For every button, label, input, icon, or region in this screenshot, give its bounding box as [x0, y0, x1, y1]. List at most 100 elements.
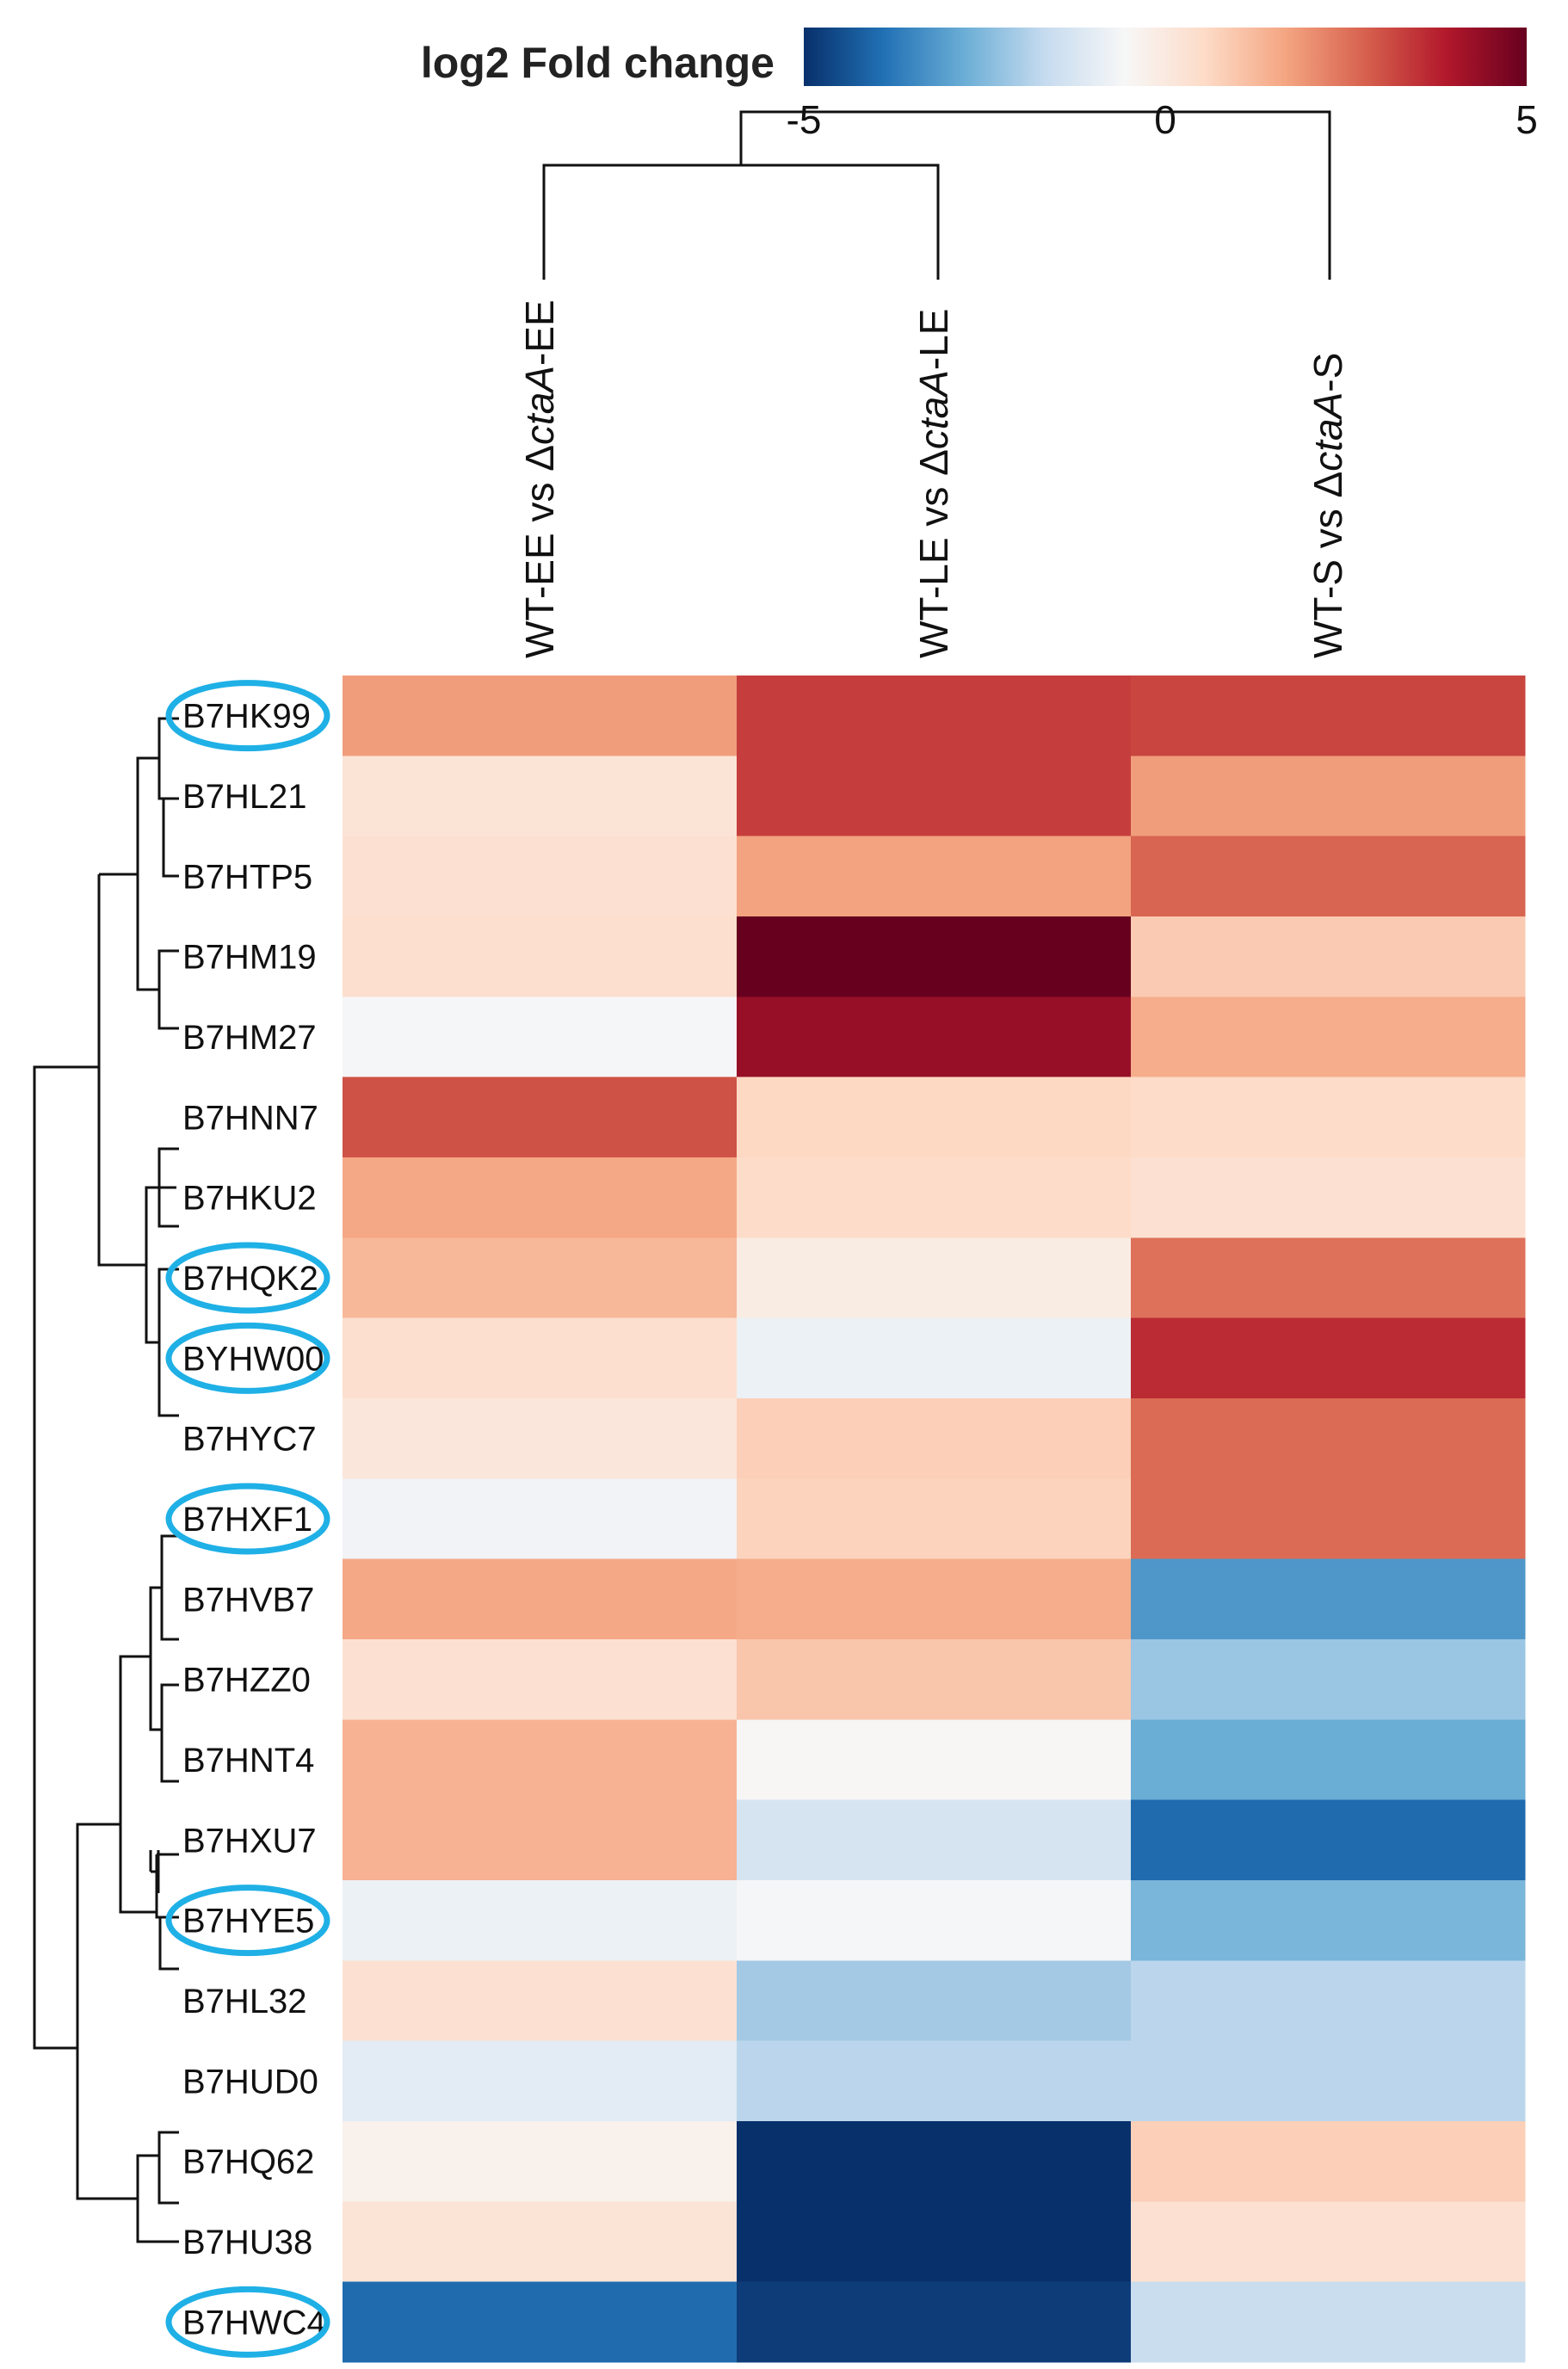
- heatmap-cell: [1131, 2201, 1526, 2283]
- highlight-ring: [165, 1242, 330, 1314]
- row-label: B7HWC4: [182, 2304, 326, 2341]
- heatmap-cell: [1131, 1558, 1526, 1640]
- heatmap-cell: [737, 676, 1132, 756]
- heatmap-cell: [737, 1639, 1132, 1720]
- heatmap-cell: [737, 1799, 1132, 1881]
- heatmap-cell: [343, 1237, 738, 1319]
- heatmap-cell: [1131, 1478, 1526, 1560]
- heatmap-cell: [737, 916, 1132, 997]
- heatmap-cell: [1131, 836, 1526, 917]
- heatmap-cell: [343, 996, 738, 1078]
- row-label: B7HM19: [182, 939, 317, 977]
- heatmap-cell: [1131, 756, 1526, 837]
- heatmap-cell: [1131, 1719, 1526, 1801]
- row-label: B7HXU7: [182, 1822, 317, 1860]
- heatmap-cell: [737, 2121, 1132, 2202]
- column-label: WT-LE vs ΔctaA-LE: [911, 309, 956, 659]
- heatmap-cell: [343, 756, 738, 837]
- heatmap-cell: [737, 1157, 1132, 1238]
- legend-title: log2 Fold change: [421, 39, 775, 87]
- heatmap-cell: [343, 2040, 738, 2122]
- highlight-ring: [165, 2286, 330, 2358]
- column-dendrogram: [542, 110, 1331, 280]
- row-label: B7HVB7: [182, 1581, 314, 1619]
- heatmap-cell: [737, 1960, 1132, 2042]
- column-label: WT-S vs ΔctaA-S: [1306, 353, 1350, 658]
- heatmap-cell: [1131, 1077, 1526, 1158]
- heatmap-cell: [737, 836, 1132, 917]
- heatmap-cell: [343, 1799, 738, 1881]
- heatmap-cell: [1131, 2121, 1526, 2202]
- heatmap-cell: [343, 2201, 738, 2283]
- highlight-ring: [165, 1885, 330, 1957]
- highlight-ring: [165, 1483, 330, 1555]
- row-label: B7HNT4: [182, 1742, 314, 1780]
- column-label: WT-EE vs ΔctaA-EE: [517, 299, 562, 658]
- heatmap-cell: [1131, 1960, 1526, 2042]
- legend-tick-label: -5: [787, 97, 822, 142]
- legend-colorbar: [804, 28, 1527, 86]
- heatmap-cell: [737, 2040, 1132, 2122]
- heatmap-cell: [1131, 996, 1526, 1078]
- row-label: B7HXF1: [182, 1501, 312, 1539]
- row-label: B7HQK2: [182, 1260, 318, 1298]
- heatmap-cell: [1131, 1880, 1526, 1961]
- heatmap-cell: [343, 916, 738, 997]
- column-labels: WT-EE vs ΔctaA-EE WT-LE vs ΔctaA-LE WT-S v…: [517, 299, 1350, 658]
- row-label: B7HQ62: [182, 2144, 314, 2181]
- legend-ticks: -5 0 5: [787, 97, 1538, 142]
- heatmap-cell: [1131, 2281, 1526, 2363]
- row-label: B7HL21: [182, 778, 307, 816]
- heatmap-cell: [737, 1558, 1132, 1640]
- heatmap-cell: [1131, 1639, 1526, 1720]
- row-label: B7HUD0: [182, 2063, 318, 2101]
- heatmap-cell: [737, 1317, 1132, 1399]
- heatmap-cell: [343, 2281, 738, 2363]
- heatmap-cell: [343, 1558, 738, 1640]
- heatmap-cell: [1131, 1398, 1526, 1479]
- heatmap-cell: [737, 1077, 1132, 1158]
- heatmap-cell: [737, 1237, 1132, 1319]
- heatmap-cell: [343, 1960, 738, 2042]
- heatmap-cell: [737, 1398, 1132, 1479]
- heatmap-cell: [343, 676, 738, 756]
- heatmap-cell: [343, 1880, 738, 1961]
- heatmap-cell: [343, 1317, 738, 1399]
- heatmap-cell: [1131, 916, 1526, 997]
- highlight-ring: [165, 680, 330, 752]
- row-label: B7HM27: [182, 1019, 317, 1057]
- heatmap-cell: [737, 2281, 1132, 2363]
- heatmap-cell: [343, 1398, 738, 1479]
- heatmap-cell: [1131, 676, 1526, 756]
- heatmap-cell: [343, 1639, 738, 1720]
- heatmap-grid: [343, 676, 1526, 2363]
- legend-tick-label: 0: [1154, 97, 1176, 142]
- heatmap-cell: [1131, 1157, 1526, 1238]
- heatmap-cell: [737, 756, 1132, 837]
- row-label: B7HL32: [182, 1983, 307, 2020]
- heatmap-cell: [343, 2121, 738, 2202]
- heatmap-cell: [1131, 1317, 1526, 1399]
- heatmap-cell: [737, 1880, 1132, 1961]
- heatmap-cell: [737, 1478, 1132, 1560]
- heatmap-cell: [737, 2201, 1132, 2283]
- row-label: BYHW00: [182, 1340, 324, 1378]
- row-label: B7HZZ0: [182, 1662, 311, 1700]
- heatmap-cell: [343, 1478, 738, 1560]
- heatmap-cell: [343, 836, 738, 917]
- row-label: B7HNN7: [182, 1099, 318, 1137]
- highlight-ring: [165, 1322, 330, 1394]
- row-label: B7HYC7: [182, 1421, 317, 1459]
- row-label: B7HTP5: [182, 858, 312, 896]
- heatmap-cell: [343, 1077, 738, 1158]
- heatmap-cell: [343, 1719, 738, 1801]
- heatmap-cell: [737, 996, 1132, 1078]
- row-dendrogram: [33, 717, 179, 2243]
- heatmap-cell: [1131, 1237, 1526, 1319]
- heatmap-cell: [737, 1719, 1132, 1801]
- color-legend: log2 Fold change -5 0 5: [421, 28, 1538, 142]
- heatmap-cell: [343, 1157, 738, 1238]
- row-label: B7HYE5: [182, 1903, 314, 1940]
- heatmap-cell: [1131, 1799, 1526, 1881]
